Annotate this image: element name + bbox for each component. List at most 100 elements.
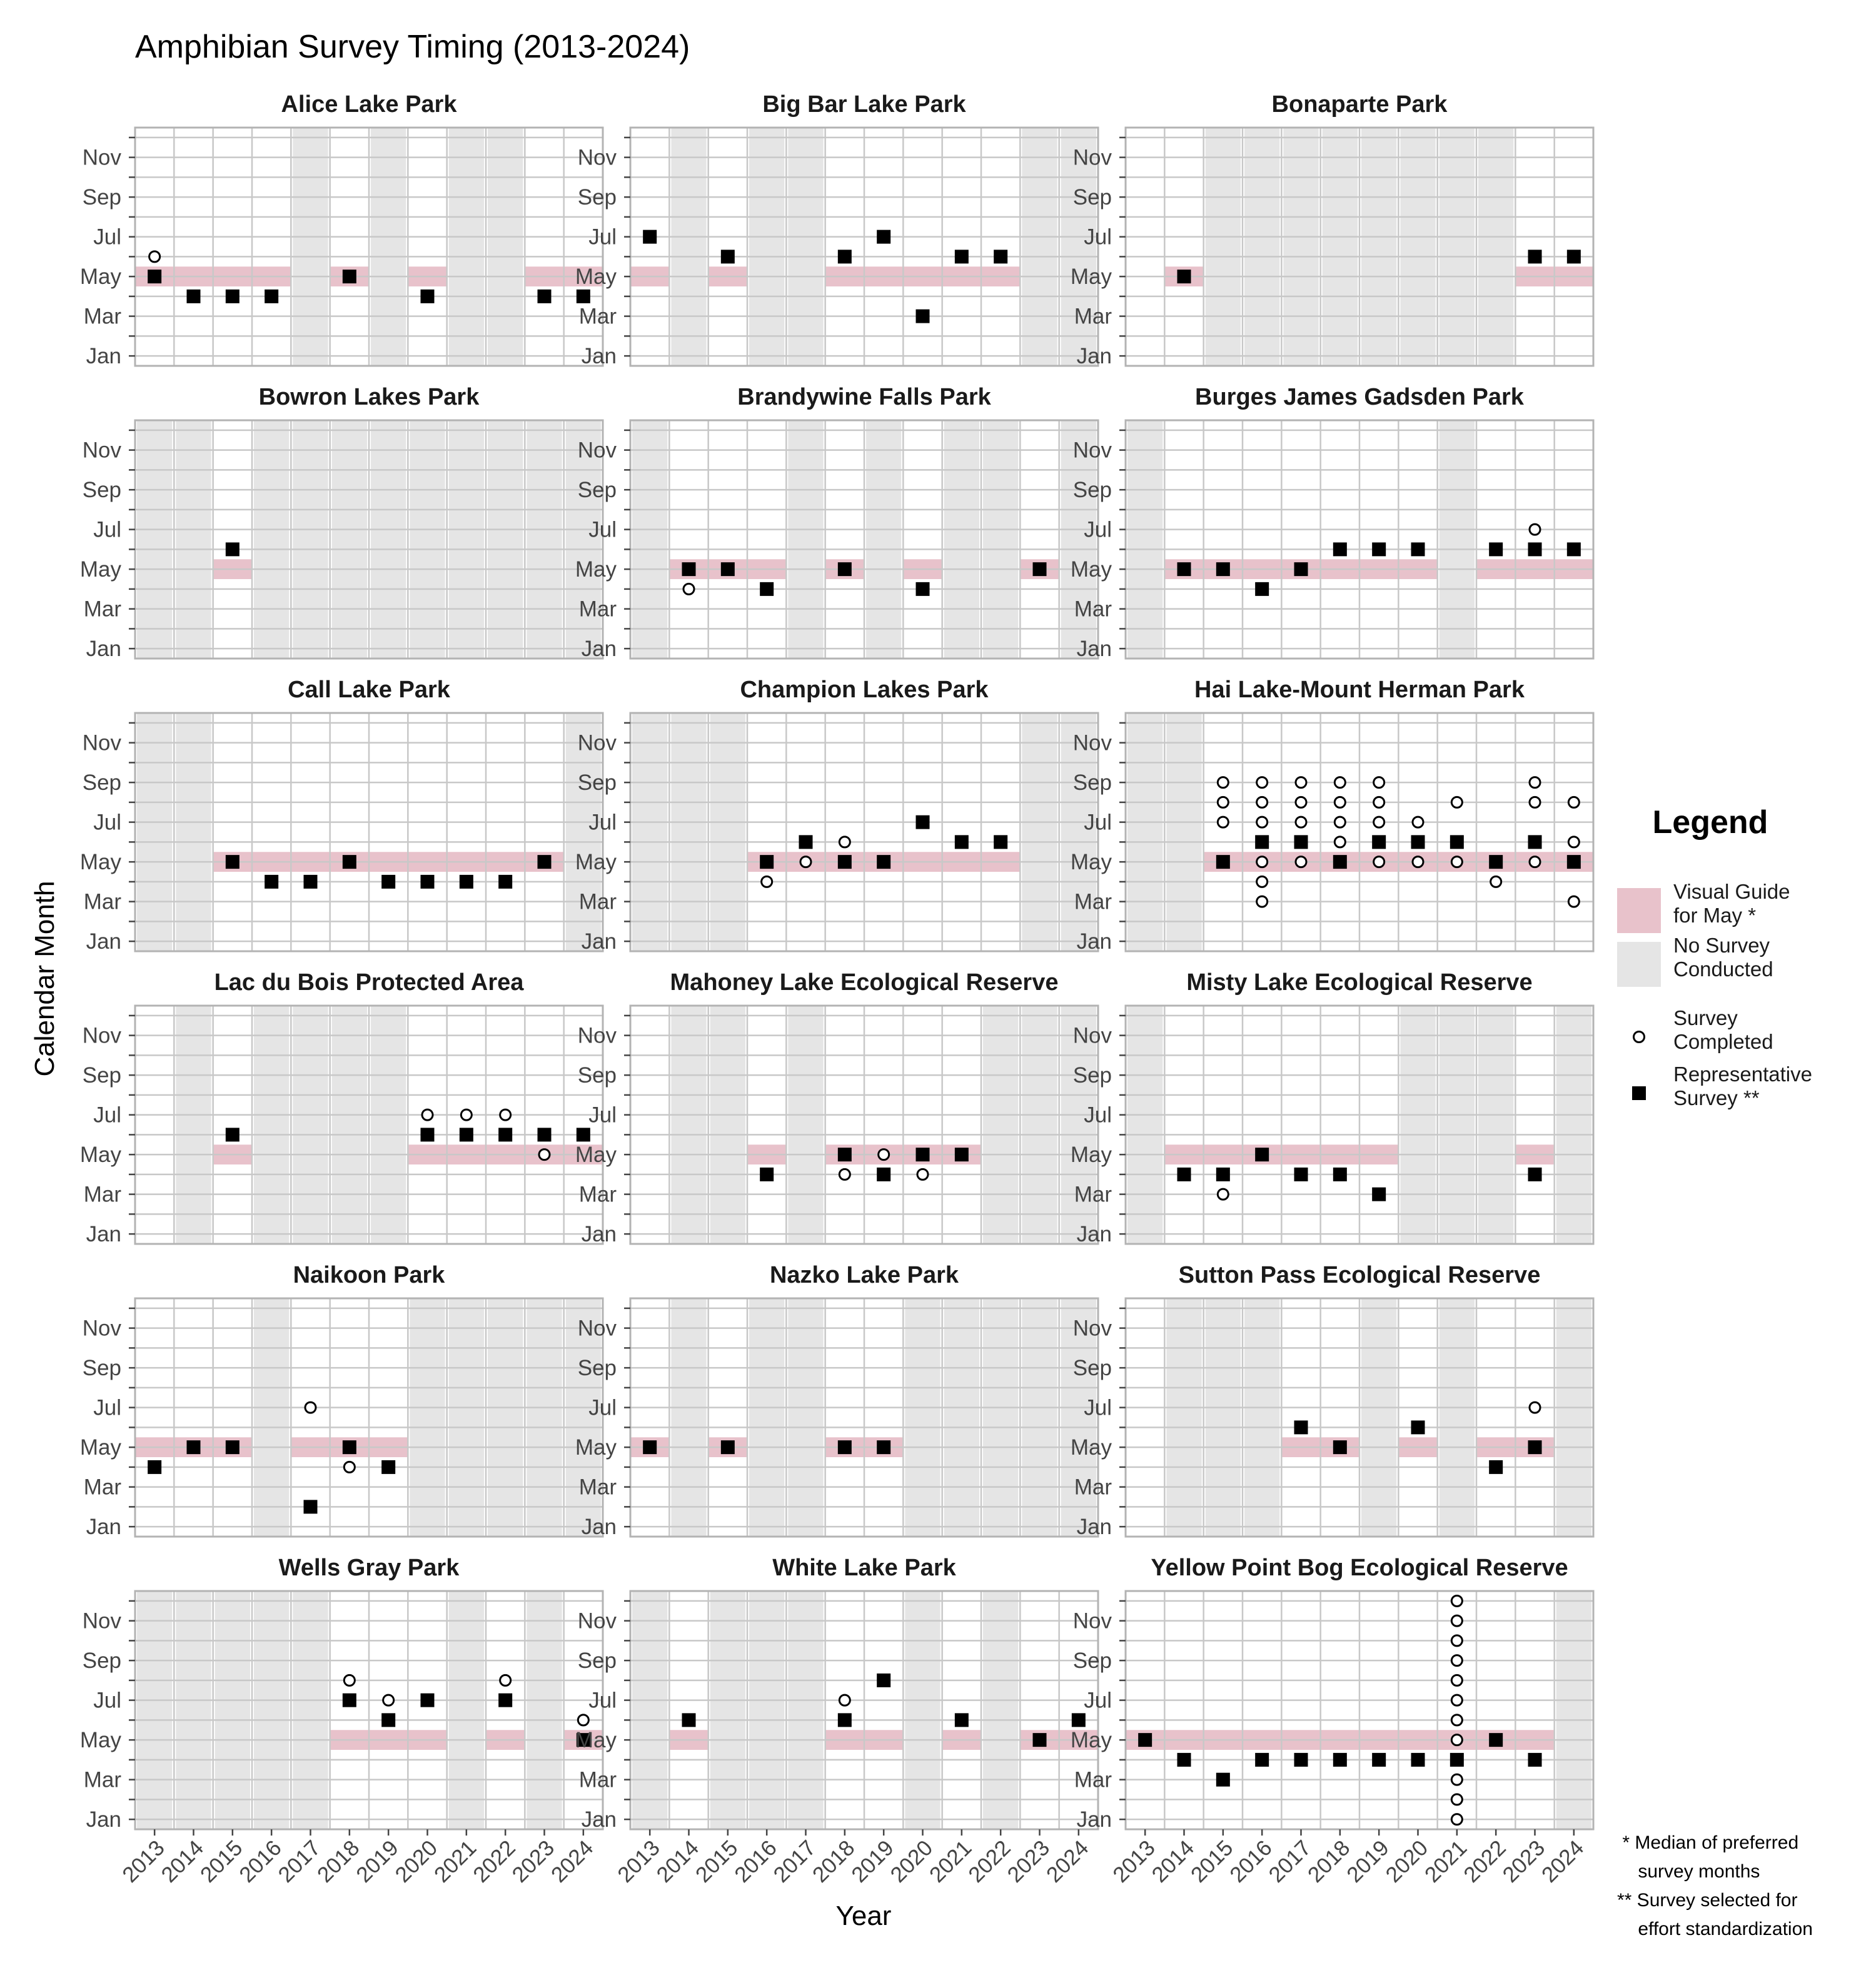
y-tick-label: Sep (83, 1356, 121, 1380)
y-tick-label: May (575, 265, 617, 289)
panel-border (629, 1297, 1099, 1538)
y-tick-label: Jul (1084, 1396, 1112, 1420)
survey-completed-point (1450, 1694, 1463, 1707)
survey-completed-point (1450, 1594, 1463, 1607)
representative-survey-point (915, 582, 930, 596)
representative-survey-point (877, 1440, 891, 1455)
panel-title: Bowron Lakes Park (259, 384, 480, 410)
no-survey-column (254, 1591, 290, 1829)
panel-title: Champion Lakes Park (740, 677, 989, 703)
y-tick-label: Sep (1073, 1649, 1112, 1673)
panel-title: Mahoney Lake Ecological Reserve (670, 969, 1059, 996)
representative-survey-point (498, 874, 513, 889)
no-survey-column (1127, 1006, 1163, 1244)
representative-survey-point (576, 1128, 590, 1142)
y-tick-label: Jan (86, 1222, 121, 1246)
x-tick-label: 2021 (1420, 1836, 1472, 1887)
y-tick-label: May (80, 1435, 122, 1460)
representative-survey-point (1255, 835, 1269, 849)
representative-survey-point (342, 855, 356, 869)
representative-survey-point (760, 1167, 774, 1181)
no-survey-column (1061, 1298, 1096, 1537)
y-tick-label: Sep (1073, 1063, 1112, 1088)
survey-completed-point (877, 1148, 890, 1161)
y-tick-label: Mar (84, 890, 122, 914)
y-tick-label: May (80, 265, 122, 289)
no-survey-column (371, 420, 406, 659)
survey-completed-point (1450, 796, 1463, 809)
y-tick-label: Jul (93, 811, 121, 835)
x-tick-label: 2021 (430, 1836, 482, 1887)
panel: Champion Lakes Park Jan Mar May Jul Sep Nov (575, 677, 1099, 954)
y-tick-label: Jul (93, 1103, 121, 1128)
representative-survey-point (954, 250, 969, 264)
x-tick-label: 2024 (1042, 1836, 1094, 1887)
representative-survey-point (303, 874, 318, 889)
y-tick-label: Mar (84, 1183, 122, 1207)
legend-key-may-band (1617, 888, 1661, 933)
representative-survey-point (225, 289, 240, 303)
representative-survey-point (1255, 582, 1269, 596)
panel-title: Sutton Pass Ecological Reserve (1179, 1262, 1541, 1288)
y-tick-label: Jan (582, 1515, 617, 1539)
panel-title: Burges James Gadsden Park (1195, 384, 1525, 410)
y-tick-label: May (80, 1728, 122, 1752)
no-survey-column (905, 1591, 941, 1829)
representative-survey-point (420, 874, 435, 889)
no-survey-column (565, 420, 601, 659)
survey-completed-point (1256, 856, 1269, 869)
y-tick-label: May (1071, 1435, 1112, 1460)
representative-survey-point (954, 1148, 969, 1162)
panel: Alice Lake Park Jan Mar May Jul Sep Nov (80, 91, 604, 368)
x-tick-label: 2018 (808, 1836, 860, 1887)
representative-survey-point (1528, 1752, 1542, 1767)
y-tick-label: Nov (1073, 1024, 1112, 1048)
no-survey-column (1322, 128, 1358, 366)
y-tick-label: Jul (1084, 518, 1112, 542)
survey-completed-point (460, 1108, 473, 1121)
representative-survey-point (1372, 835, 1386, 849)
no-survey-column (1061, 420, 1096, 659)
survey-completed-point (1294, 856, 1308, 869)
representative-survey-point (265, 289, 279, 303)
no-survey-column (527, 1298, 562, 1537)
y-tick-label: May (80, 557, 122, 582)
panel-title: White Lake Park (772, 1555, 956, 1581)
y-tick-label: Jan (1077, 637, 1112, 661)
representative-survey-point (420, 1128, 435, 1142)
no-survey-column (214, 1591, 250, 1829)
y-tick-label: May (1071, 850, 1112, 874)
no-survey-column (1022, 1298, 1057, 1537)
panel: Mahoney Lake Ecological Reserve Jan Mar May… (575, 969, 1099, 1246)
representative-survey-point (1216, 1772, 1230, 1787)
panel: Bonaparte Park Jan Mar May Jul Sep Nov (1071, 91, 1595, 368)
no-survey-column (488, 128, 523, 366)
no-survey-column (527, 420, 562, 659)
survey-completed-point (1373, 856, 1386, 869)
representative-survey-point (459, 1128, 473, 1142)
representative-survey-point (1566, 250, 1581, 264)
y-tick-label: Sep (1073, 1356, 1112, 1380)
y-tick-label: Jan (582, 344, 617, 368)
legend-key-no-survey (1617, 942, 1661, 987)
legend-label: Survey ** (1673, 1086, 1760, 1109)
no-survey-column (866, 420, 902, 659)
survey-completed-point (1450, 1813, 1463, 1826)
representative-survey-point (1450, 835, 1464, 849)
no-survey-column (1439, 1006, 1475, 1244)
no-survey-column (448, 1591, 484, 1829)
representative-survey-point (760, 855, 774, 869)
panel: Hai Lake-Mount Herman Park Jan Mar May Jul Se… (1071, 677, 1595, 954)
panel-border (629, 419, 1099, 660)
representative-survey-point (994, 835, 1008, 849)
y-tick-label: Sep (578, 1649, 617, 1673)
no-survey-column (710, 1006, 745, 1244)
representative-survey-point (148, 270, 162, 284)
panel-border (1124, 126, 1595, 367)
panel: Lac du Bois Protected Area Jan Mar May Jul Se… (80, 969, 604, 1246)
representative-survey-point (576, 289, 590, 303)
representative-survey-point (837, 1713, 852, 1727)
y-tick-label: Jan (1077, 1807, 1112, 1832)
survey-completed-point (1567, 895, 1580, 908)
